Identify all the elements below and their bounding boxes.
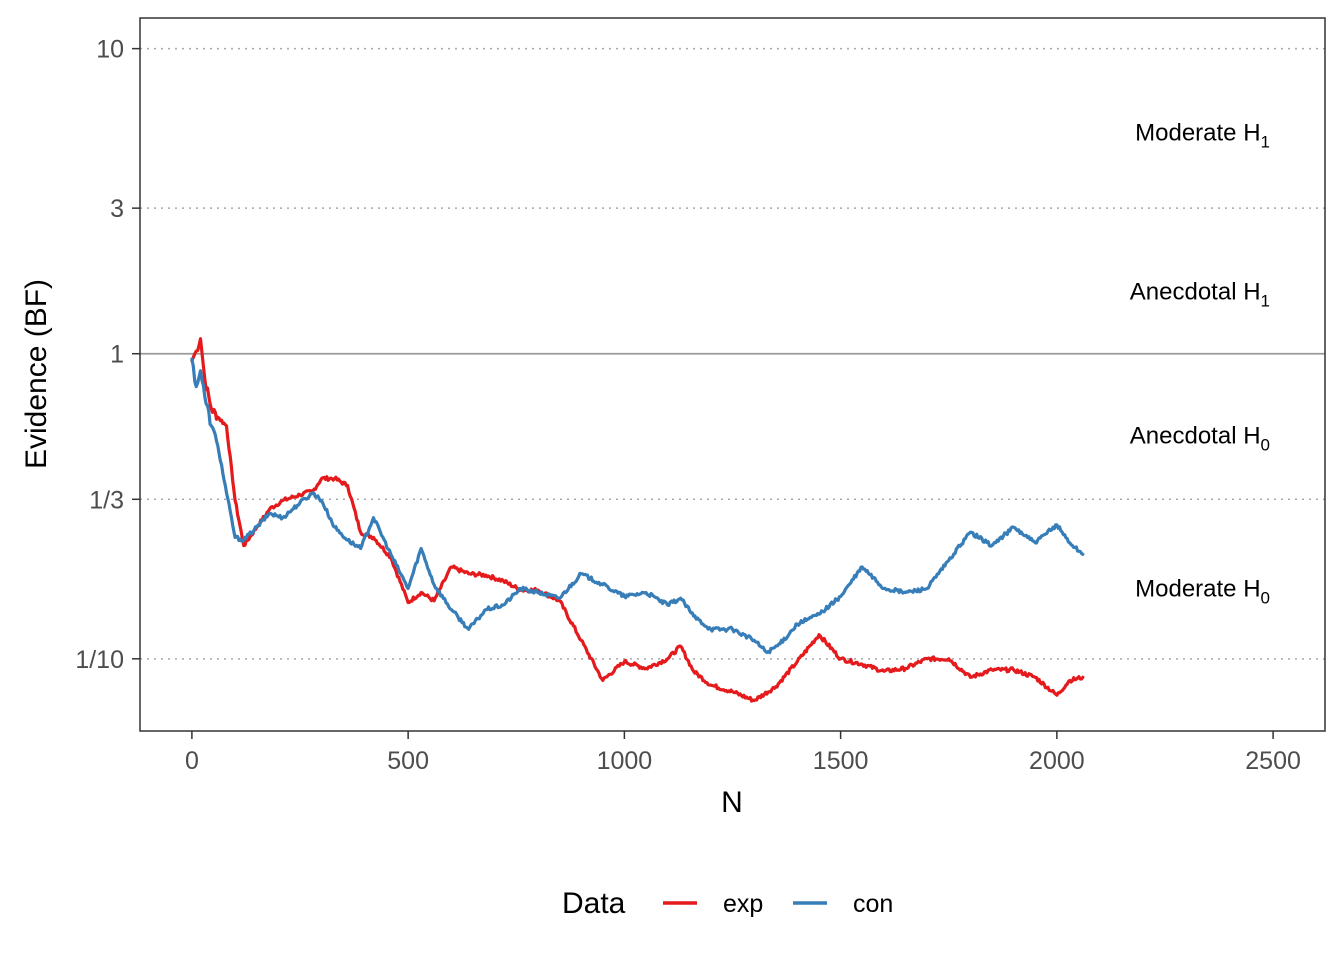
- annotation-label: Anecdotal H1: [1130, 278, 1270, 310]
- panel-border: [139, 17, 1326, 732]
- legend-label-con: con: [853, 890, 893, 918]
- evidence-annotations: Moderate H1 Anecdotal H1 Anecdotal H0 Moder…: [1130, 120, 1270, 608]
- y-tick-label: 10: [96, 36, 124, 64]
- grid-lines: [140, 47, 1325, 660]
- x-tick-label: 500: [387, 747, 429, 775]
- y-tick-label: 1/3: [89, 486, 124, 514]
- x-tick-label: 1000: [597, 747, 653, 775]
- series-line-exp: [190, 337, 1085, 703]
- y-tick-label: 1: [110, 341, 124, 369]
- annotation-label: Moderate H0: [1135, 576, 1270, 608]
- series-lines: [190, 337, 1085, 703]
- x-tick-label: 0: [185, 747, 199, 775]
- y-axis: 1/10 1/3 1 3 10: [75, 36, 140, 674]
- x-axis-title: N: [721, 786, 743, 819]
- legend-label-exp: exp: [723, 890, 763, 918]
- annotation-label: Moderate H1: [1135, 120, 1270, 152]
- annotation-label: Anecdotal H0: [1130, 422, 1270, 454]
- x-tick-label: 1500: [813, 747, 869, 775]
- panel-background: [140, 18, 1325, 731]
- x-tick-label: 2500: [1245, 747, 1301, 775]
- y-tick-label: 3: [110, 195, 124, 223]
- series-line-con: [190, 357, 1085, 655]
- y-axis-title: Evidence (BF): [20, 279, 53, 469]
- legend: Data exp con: [562, 887, 893, 920]
- x-axis: 0 500 1000 1500 2000 2500: [185, 731, 1301, 775]
- x-tick-label: 2000: [1029, 747, 1085, 775]
- y-tick-label: 1/10: [75, 646, 124, 674]
- legend-title: Data: [562, 887, 626, 920]
